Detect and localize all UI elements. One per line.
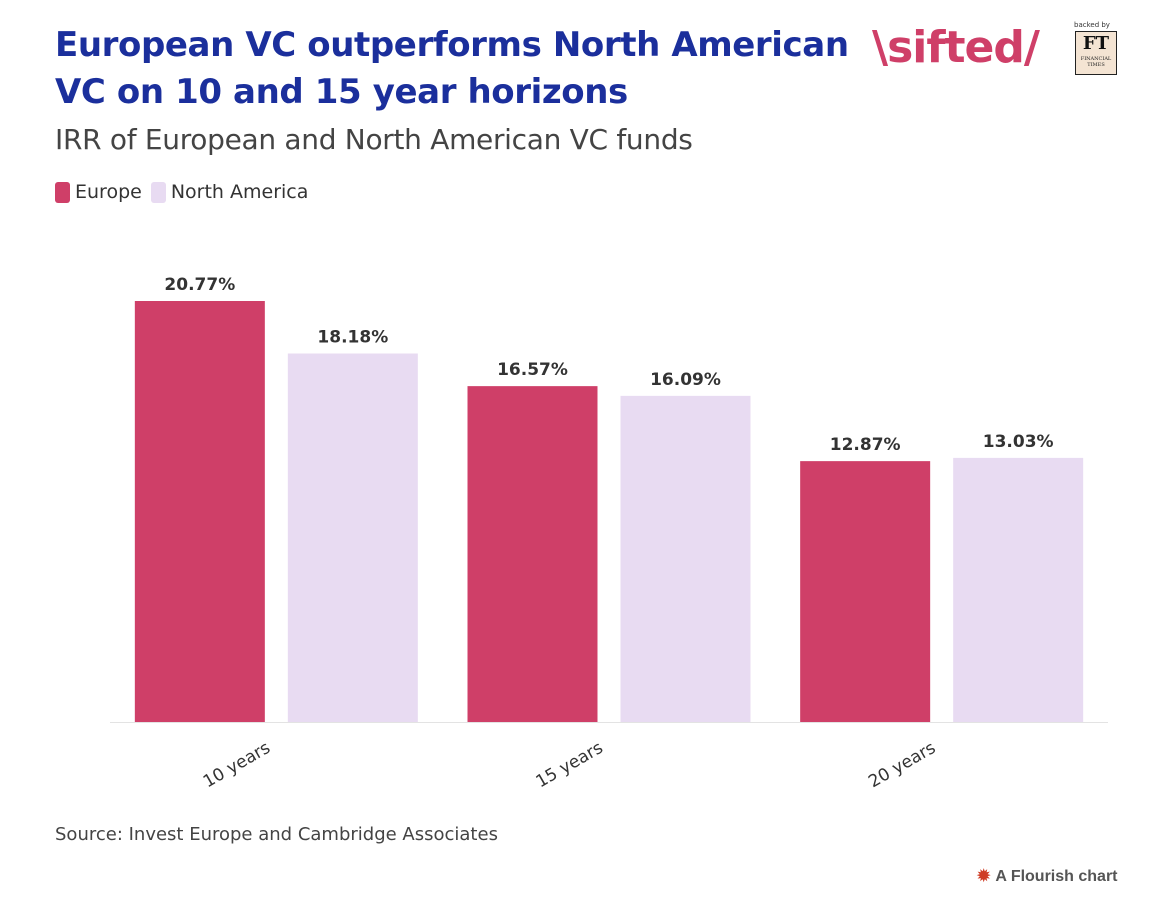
bar-north-america-10-years[interactable] xyxy=(287,353,418,722)
x-tick-label-15-years: 15 years xyxy=(533,738,607,792)
title-line-2: VC on 10 and 15 year horizons xyxy=(55,72,628,112)
bar-north-america-15-years[interactable] xyxy=(620,395,751,722)
bar-europe-10-years[interactable] xyxy=(134,301,265,722)
x-tick-label-10-years: 10 years xyxy=(200,738,274,792)
backed-by-label: backed by xyxy=(1074,21,1110,29)
sifted-logo[interactable]: \sifted/ backed by FT FINANCIAL TIMES xyxy=(872,20,1127,82)
flourish-credit[interactable]: ✹ A Flourish chart xyxy=(977,868,1118,886)
bar-north-america-20-years[interactable] xyxy=(953,457,1084,722)
chart-subtitle: IRR of European and North American VC fu… xyxy=(55,123,693,156)
chart-legend: Europe North America xyxy=(55,181,317,203)
value-label-north-america-15-years: 16.09% xyxy=(650,370,721,390)
value-label-europe-15-years: 16.57% xyxy=(497,360,568,380)
value-label-europe-10-years: 20.77% xyxy=(164,275,235,295)
legend-swatch-europe xyxy=(55,181,70,203)
value-label-north-america-10-years: 18.18% xyxy=(317,327,388,347)
flourish-credit-label: A Flourish chart xyxy=(995,868,1118,885)
x-tick-labels-layer: 10 years 15 years 20 years xyxy=(200,738,939,792)
source-note: Source: Invest Europe and Cambridge Asso… xyxy=(55,824,498,845)
value-label-europe-20-years: 12.87% xyxy=(830,435,901,455)
title-line-1: European VC outperforms North American xyxy=(55,25,849,65)
ft-logo: FT FINANCIAL TIMES xyxy=(1075,31,1117,75)
ft-name: FINANCIAL TIMES xyxy=(1076,56,1116,68)
ft-name-line-1: FINANCIAL xyxy=(1080,56,1112,62)
x-tick-label-20-years: 20 years xyxy=(865,738,939,792)
sifted-wordmark: \sifted/ xyxy=(872,22,1040,73)
bar-europe-20-years[interactable] xyxy=(800,461,931,722)
chart-title: European VC outperforms North American VC… xyxy=(55,22,875,116)
bar-europe-15-years[interactable] xyxy=(467,386,598,722)
legend-swatch-north-america xyxy=(150,181,166,203)
ft-letters: FT xyxy=(1082,33,1110,54)
value-label-north-america-20-years: 13.03% xyxy=(983,432,1054,452)
value-labels-layer: 20.77% 18.18% 16.57% 16.09% 12.87% 13.03% xyxy=(164,275,1053,455)
legend-label-europe: Europe xyxy=(75,181,142,203)
legend-label-north-america: North America xyxy=(170,181,309,203)
bars-layer xyxy=(134,301,1084,722)
flourish-sun-icon: ✹ xyxy=(977,868,991,885)
legend-item-north-america[interactable]: North America xyxy=(150,181,309,203)
ft-name-line-2: TIMES xyxy=(1087,62,1105,68)
legend-item-europe[interactable]: Europe xyxy=(55,181,142,203)
